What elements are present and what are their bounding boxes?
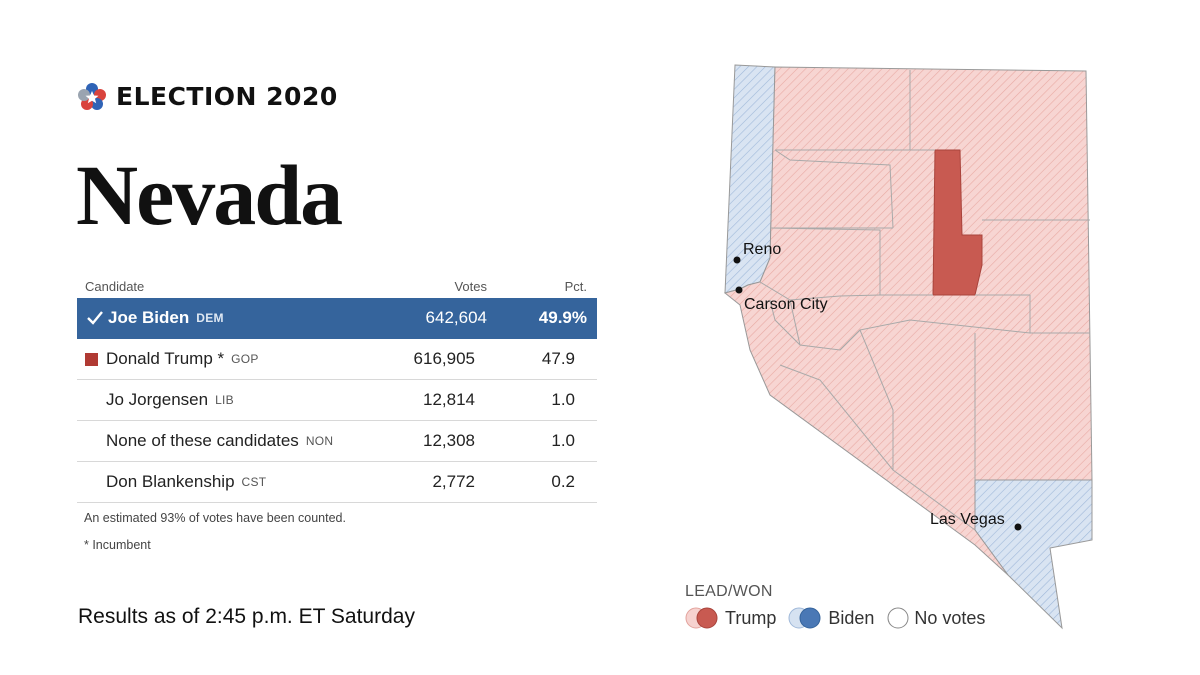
legend-item-no-votes: No votes: [886, 606, 985, 630]
table-row: Don Blankenship CST 2,772 0.2: [77, 462, 597, 503]
county-borders: [759, 70, 1090, 531]
checkmark-icon: [87, 311, 103, 325]
election-label: ELECTION 2020: [116, 82, 338, 111]
election-star-logo-icon: [78, 82, 106, 110]
vote-pct: 1.0: [551, 431, 575, 450]
vote-pct: 1.0: [551, 390, 575, 409]
vote-count: 2,772: [432, 472, 475, 491]
party-label: CST: [241, 475, 267, 489]
trump-legend-icon: [685, 607, 718, 629]
legend-item-biden: Biden: [788, 606, 874, 630]
no-votes-legend-icon: [887, 607, 909, 629]
city-las-vegas: Las Vegas: [930, 511, 1022, 531]
candidate-name: Don Blankenship: [106, 472, 235, 491]
party-label: NON: [305, 434, 334, 448]
nevada-county-map: Reno Carson City Las Vegas: [723, 64, 1093, 630]
map-legend: Trump Biden No votes: [685, 606, 997, 630]
party-label: GOP: [231, 352, 259, 366]
biden-legend-icon: [788, 607, 821, 629]
party-label: DEM: [196, 311, 224, 325]
column-pct: Pct.: [564, 278, 587, 294]
state-title: Nevada: [76, 147, 343, 243]
results-timestamp: Results as of 2:45 p.m. ET Saturday: [78, 605, 415, 628]
results-table: Candidate Votes Pct. Joe Biden DEM 642,6…: [77, 274, 597, 503]
city-label-reno: Reno: [743, 241, 781, 258]
incumbent-note: * Incumbent: [84, 538, 151, 552]
vote-pct: 47.9: [541, 349, 575, 368]
table-header: Candidate Votes Pct.: [77, 274, 597, 298]
city-reno: Reno: [733, 241, 781, 264]
vote-pct: 0.2: [551, 472, 575, 491]
county-eureka: [932, 149, 983, 296]
county-washoe: [724, 64, 776, 294]
table-row: None of these candidates NON 12,308 1.0: [77, 421, 597, 462]
vote-count: 12,814: [423, 390, 475, 409]
county-trump-lead-region: [723, 66, 1093, 576]
candidate-name: Jo Jorgensen: [106, 390, 209, 409]
vote-pct: 49.9%: [538, 308, 587, 327]
counted-note: An estimated 93% of votes have been coun…: [84, 511, 346, 525]
column-candidate: Candidate: [85, 278, 145, 294]
city-label-carson-city: Carson City: [744, 296, 828, 313]
legend-label-no-votes: No votes: [914, 607, 986, 628]
column-votes: Votes: [454, 278, 487, 294]
table-row: Jo Jorgensen LIB 12,814 1.0: [77, 380, 597, 421]
legend-label-trump: Trump: [725, 607, 777, 628]
candidate-name: Joe Biden: [108, 308, 190, 327]
candidate-name: None of these candidates: [106, 431, 299, 450]
legend-label-biden: Biden: [828, 607, 875, 628]
trump-color-swatch-icon: [85, 352, 98, 366]
legend-item-trump: Trump: [685, 606, 776, 630]
city-label-las-vegas: Las Vegas: [930, 511, 1005, 528]
party-label: LIB: [215, 393, 234, 407]
legend-title: LEAD/WON: [685, 583, 773, 600]
table-row-winner: Joe Biden DEM 642,604 49.9%: [77, 298, 597, 339]
candidate-name: Donald Trump *: [106, 349, 225, 368]
vote-count: 12,308: [423, 431, 475, 450]
vote-count: 616,905: [413, 349, 475, 368]
election-brand: ELECTION 2020: [78, 82, 338, 111]
vote-count: 642,604: [425, 308, 487, 327]
city-carson-city: Carson City: [735, 286, 828, 313]
table-row: Donald Trump * GOP 616,905 47.9: [77, 339, 597, 380]
